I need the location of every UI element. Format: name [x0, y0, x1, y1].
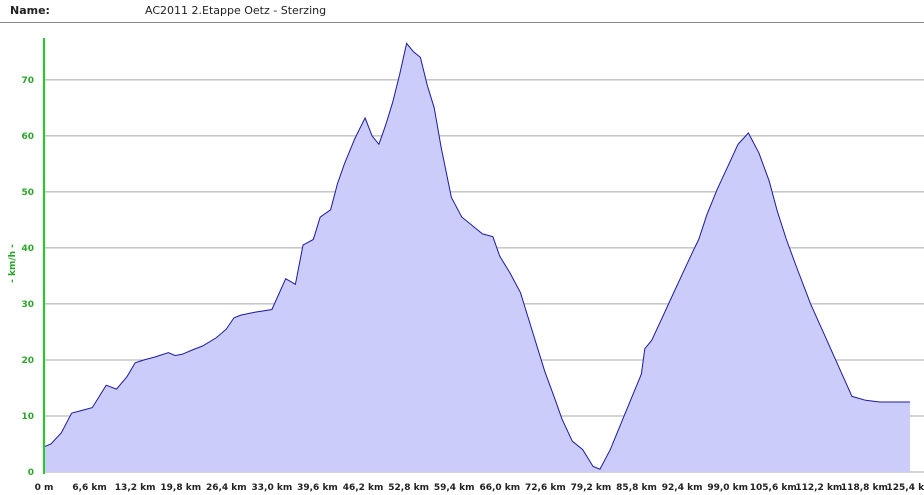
x-tick-label: 85,8 km — [616, 483, 657, 493]
x-tick-label: 72,6 km — [525, 483, 566, 493]
x-tick-label: 6,6 km — [72, 483, 106, 493]
name-label: Name: — [10, 4, 50, 17]
y-tick-label: 50 — [21, 188, 34, 198]
speed-area — [44, 43, 910, 473]
x-tick-label: 13,2 km — [115, 483, 156, 493]
x-tick-label: 99,0 km — [707, 483, 748, 493]
x-tick-label: 125,4 km — [887, 483, 924, 493]
x-tick-label: 105,6 km — [750, 483, 797, 493]
x-tick-label: 0 m — [35, 483, 54, 493]
x-tick-label: 39,6 km — [297, 483, 338, 493]
y-tick-label: 20 — [21, 356, 34, 366]
track-name: AC2011 2.Etappe Oetz - Sterzing — [145, 4, 327, 17]
x-tick-label: 33,0 km — [252, 483, 293, 493]
y-axis-label: - km/h - — [8, 244, 18, 283]
x-tick-label: 112,2 km — [795, 483, 842, 493]
y-tick-label: 70 — [21, 76, 34, 86]
x-tick-label: 79,2 km — [571, 483, 612, 493]
y-tick-label: 60 — [21, 132, 34, 142]
x-tick-label: 118,8 km — [841, 483, 888, 493]
x-tick-label: 46,2 km — [343, 483, 384, 493]
y-tick-label: 0 — [28, 468, 34, 478]
speed-line — [43, 42, 910, 470]
x-tick-label: 26,4 km — [206, 483, 247, 493]
x-tick-label: 59,4 km — [434, 483, 475, 493]
header-divider — [0, 22, 924, 23]
x-tick-label: 92,4 km — [662, 483, 703, 493]
y-tick-label: 30 — [21, 300, 34, 310]
x-tick-label: 52,8 km — [388, 483, 429, 493]
y-tick-labels: 0 10 20 30 40 50 60 70 — [21, 76, 34, 478]
x-tick-label: 19,8 km — [160, 483, 201, 493]
y-tick-label: 40 — [21, 244, 34, 254]
x-tick-label: 66,0 km — [479, 483, 520, 493]
y-tick-label: 10 — [21, 412, 34, 422]
header-bar: Name: AC2011 2.Etappe Oetz - Sterzing — [0, 0, 924, 22]
x-tick-labels: 0 m 6,6 km 13,2 km 19,8 km 26,4 km 33,0 km 39,… — [35, 483, 924, 493]
